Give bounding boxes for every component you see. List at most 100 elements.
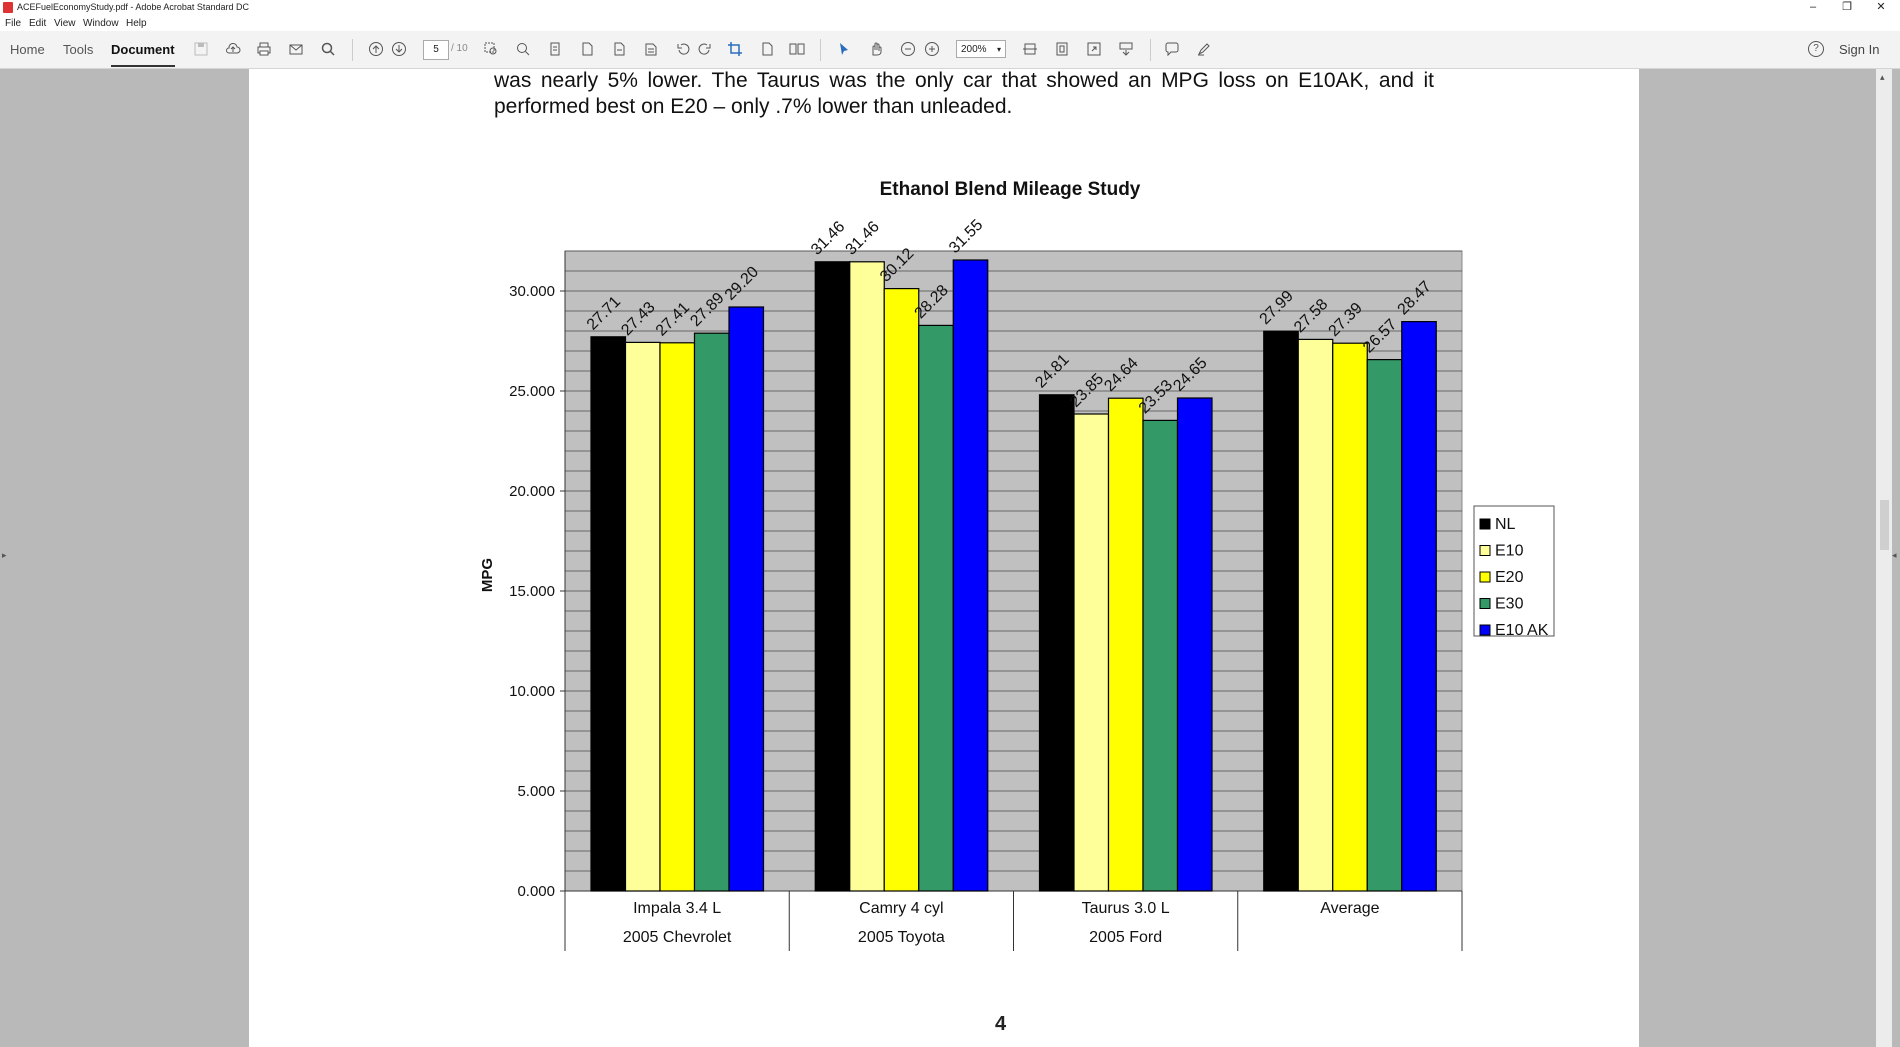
tab-home[interactable]: Home: [10, 42, 45, 57]
bar: [883, 288, 920, 892]
bar: [814, 261, 851, 892]
bar: [918, 324, 954, 892]
legend-entry: NL: [1495, 516, 1516, 533]
legend-entry: E10: [1495, 543, 1524, 560]
legend-swatch: [1479, 624, 1491, 636]
select-cursor-icon[interactable]: [836, 41, 852, 57]
vertical-scrollbar[interactable]: [1876, 69, 1892, 1047]
fit-width-icon[interactable]: [1022, 41, 1038, 57]
help-icon[interactable]: ?: [1808, 41, 1824, 57]
previous-page-icon[interactable]: [368, 41, 384, 57]
scroll-mode-icon[interactable]: [1118, 41, 1134, 57]
comment-icon[interactable]: [1164, 41, 1180, 57]
bar: [952, 259, 989, 892]
next-page-icon[interactable]: [391, 41, 407, 57]
zoom-in-icon[interactable]: [924, 41, 940, 57]
toolbar: Home Tools Document 5 / 10 200% ▾ ? Sign …: [0, 31, 1900, 69]
restore-button[interactable]: ❐: [1842, 1, 1852, 13]
bar: [1142, 419, 1179, 892]
search-icon[interactable]: [320, 41, 336, 57]
y-axis-label: MPG: [479, 558, 496, 592]
two-page-icon[interactable]: [789, 41, 805, 57]
menu-window[interactable]: Window: [83, 18, 119, 29]
legend-swatch: [1479, 598, 1491, 609]
menu-help[interactable]: Help: [126, 18, 147, 29]
fit-visible-icon[interactable]: [1054, 41, 1070, 57]
page-count: / 10: [451, 43, 468, 54]
highlight-pen-icon[interactable]: [1196, 41, 1212, 57]
print-icon[interactable]: [256, 41, 272, 57]
extract-page-icon[interactable]: [643, 41, 659, 57]
x-category-label: Camry 4 cyl: [859, 900, 943, 917]
menu-edit[interactable]: Edit: [29, 18, 47, 29]
hand-tool-icon[interactable]: [868, 41, 884, 57]
legend-swatch: [1479, 571, 1491, 583]
x-category-sublabel: 2005 Toyota: [858, 929, 945, 946]
bar: [1038, 394, 1075, 892]
x-category-label: Impala 3.4 L: [633, 900, 721, 917]
tab-tools[interactable]: Tools: [63, 42, 94, 57]
x-category-sublabel: 2005 Ford: [1089, 929, 1162, 946]
title-bar: ACEFuelEconomyStudy.pdf - Adobe Acrobat …: [0, 0, 1900, 16]
scrollbar-thumb[interactable]: [1880, 500, 1889, 550]
email-icon[interactable]: [288, 41, 304, 57]
marquee-zoom-icon[interactable]: [483, 41, 499, 57]
y-tick-label: 20.000: [509, 483, 555, 500]
y-tick-label: 5.000: [517, 783, 555, 800]
bar: [590, 336, 627, 892]
zoom-out-icon[interactable]: [900, 41, 916, 57]
bar: [693, 332, 730, 892]
chevron-down-icon: ▾: [996, 45, 1001, 54]
page-icon[interactable]: [759, 41, 775, 57]
x-category-label: Taurus 3.0 L: [1082, 900, 1170, 917]
page-number: 4: [995, 1013, 1007, 1035]
page-number-input[interactable]: 5: [423, 40, 449, 60]
toolbar-separator: [820, 39, 821, 61]
bar: [624, 341, 661, 892]
x-category-label: Average: [1320, 900, 1379, 917]
y-tick-label: 30.000: [509, 283, 555, 300]
chart-title: Ethanol Blend Mileage Study: [880, 179, 1141, 200]
bar: [1297, 338, 1334, 892]
y-tick-label: 25.000: [509, 383, 555, 400]
bar: [1073, 413, 1110, 892]
full-screen-icon[interactable]: [1086, 41, 1102, 57]
scroll-up-arrow-icon[interactable]: ▴: [1880, 72, 1885, 82]
tab-document[interactable]: Document: [111, 42, 175, 67]
save-icon[interactable]: [193, 41, 209, 57]
sign-in-link[interactable]: Sign In: [1839, 42, 1880, 57]
menu-bar: File Edit View Window Help: [0, 16, 1900, 31]
body-paragraph: was nearly 5% lower. The Taurus was the …: [494, 69, 1434, 118]
upload-cloud-icon[interactable]: [225, 41, 241, 57]
legend-entry: E10 AK: [1495, 622, 1549, 639]
right-panel-toggle-icon[interactable]: ◂: [1892, 550, 1897, 560]
minimize-button[interactable]: –: [1809, 1, 1817, 13]
crop-icon[interactable]: [727, 41, 743, 57]
y-tick-label: 10.000: [509, 683, 555, 700]
fit-page-icon[interactable]: [547, 41, 563, 57]
legend-swatch: [1479, 518, 1491, 530]
window-title: ACEFuelEconomyStudy.pdf - Adobe Acrobat …: [17, 2, 249, 12]
legend-box: [1473, 505, 1555, 637]
rotate-ccw-icon[interactable]: [675, 41, 691, 57]
zoom-page-icon[interactable]: [515, 41, 531, 57]
x-category-sublabel: 2005 Chevrolet: [623, 929, 732, 946]
page-thumb-icon[interactable]: [611, 41, 627, 57]
left-panel-toggle-icon[interactable]: ▸: [2, 550, 7, 560]
rotate-cw-icon[interactable]: [697, 41, 713, 57]
y-tick-label: 0.000: [517, 883, 555, 900]
toolbar-separator: [352, 39, 353, 61]
bar: [1263, 330, 1299, 892]
close-button[interactable]: ✕: [1876, 1, 1886, 13]
single-page-icon[interactable]: [579, 41, 595, 57]
bar: [728, 306, 765, 892]
bar: [849, 261, 885, 892]
bar: [1107, 397, 1144, 892]
acrobat-icon: [3, 2, 13, 13]
menu-view[interactable]: View: [54, 18, 76, 29]
zoom-level-select[interactable]: 200% ▾: [956, 40, 1006, 58]
bar: [1401, 321, 1437, 892]
legend-swatch: [1479, 545, 1491, 556]
menu-file[interactable]: File: [5, 18, 22, 29]
